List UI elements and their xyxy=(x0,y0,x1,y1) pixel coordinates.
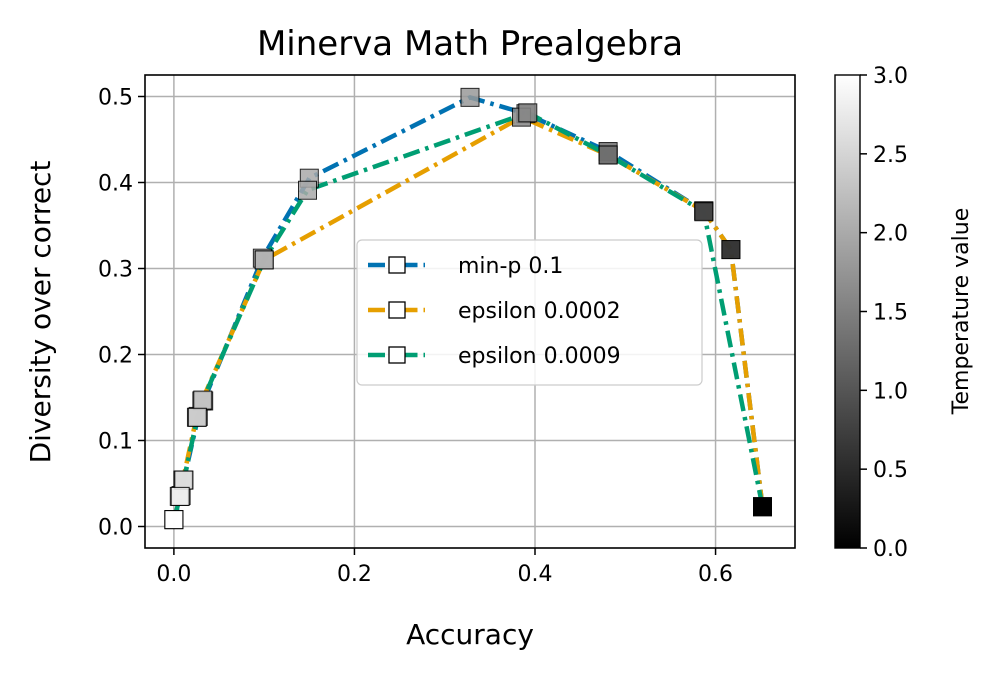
data-marker-series-1 xyxy=(460,87,480,107)
data-marker-series-3 xyxy=(694,202,714,222)
legend-marker-swatch xyxy=(388,301,406,319)
chart-title: Minerva Math Prealgebra xyxy=(257,24,683,64)
colorbar-tick-label: 1.5 xyxy=(873,301,908,326)
legend-label: epsilon 0.0009 xyxy=(458,344,621,369)
x-tick-label: 0.6 xyxy=(698,562,733,587)
data-marker-series-3 xyxy=(598,145,618,165)
colorbar-tick-label: 0.5 xyxy=(873,458,908,483)
x-axis-label: Accuracy xyxy=(406,618,534,651)
colorbar-tick-label: 0.0 xyxy=(873,537,908,562)
colorbar-tick-label: 2.0 xyxy=(873,222,908,247)
colorbar-gradient xyxy=(834,74,861,549)
legend-label: epsilon 0.0002 xyxy=(458,299,621,324)
data-marker-series-3 xyxy=(193,390,213,410)
legend-item: epsilon 0.0009 xyxy=(368,344,621,369)
colorbar-tick-label: 1.0 xyxy=(873,379,908,404)
y-tick-label: 0.5 xyxy=(98,86,133,111)
legend-marker-swatch xyxy=(388,256,406,274)
y-axis-label: Diversity over correct xyxy=(24,161,57,464)
y-tick-label: 0.4 xyxy=(98,172,133,197)
colorbar-label: Temperature value xyxy=(949,208,974,415)
legend-frame xyxy=(356,239,703,386)
y-tick-label: 0.3 xyxy=(98,258,133,283)
data-marker-series-3 xyxy=(174,470,194,490)
y-tick-label: 0.2 xyxy=(98,344,133,369)
data-marker-series-3 xyxy=(518,103,538,123)
legend: min-p 0.1 epsilon 0.0002 epsilon 0.0009 xyxy=(356,239,703,386)
colorbar-tick-label: 3.0 xyxy=(873,64,908,89)
axis-ticks: 0.0 0.2 0.4 0.6 0.0 0.1 0.2 0.3 0.4 0.5 xyxy=(98,86,733,588)
data-markers xyxy=(164,87,772,530)
data-marker-series-2 xyxy=(721,240,741,260)
legend-item: epsilon 0.0002 xyxy=(368,299,621,324)
x-tick-label: 0.4 xyxy=(518,562,553,587)
data-marker-series-3 xyxy=(298,180,317,200)
data-marker-series-3 xyxy=(254,250,274,270)
colorbar-tick-label: 2.5 xyxy=(873,143,908,168)
y-tick-label: 0.0 xyxy=(98,516,133,541)
colorbar: 0.0 0.5 1.0 1.5 2.0 2.5 3.0 Temperature value xyxy=(834,64,974,562)
legend-label: min-p 0.1 xyxy=(458,254,563,279)
data-marker-series-3 xyxy=(170,486,190,506)
legend-item: min-p 0.1 xyxy=(368,254,563,279)
x-tick-label: 0.0 xyxy=(156,562,191,587)
data-marker-series-3 xyxy=(164,510,184,530)
data-marker-series-3 xyxy=(753,497,772,517)
data-marker-series-3 xyxy=(187,407,207,427)
legend-marker-swatch xyxy=(388,346,406,364)
y-tick-label: 0.1 xyxy=(98,430,133,455)
plot-frame xyxy=(144,74,796,549)
x-tick-label: 0.2 xyxy=(337,562,372,587)
